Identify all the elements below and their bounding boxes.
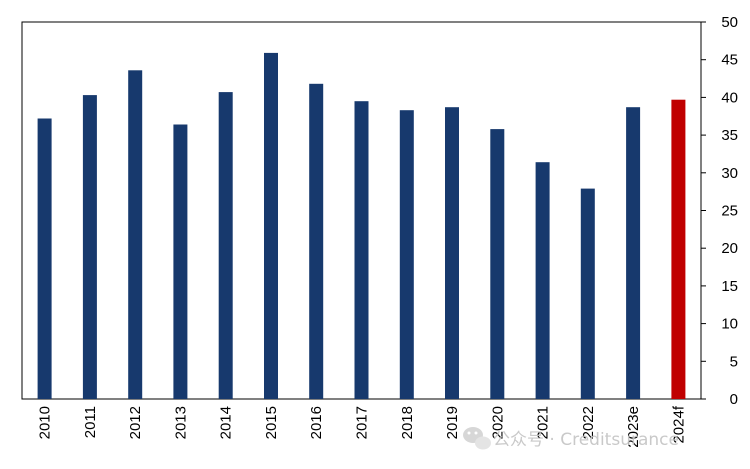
x-tick-label-2016: 2016 — [308, 406, 325, 439]
x-tick-label-2019: 2019 — [444, 406, 461, 439]
bar-2024f — [671, 99, 686, 399]
y-tick-label-15: 15 — [721, 278, 738, 295]
watermark: 公众号 · Creditsurance — [463, 427, 679, 450]
bar-2021 — [535, 162, 550, 399]
bar-2014 — [218, 92, 233, 399]
x-tick-label-2024f: 2024f — [670, 405, 687, 443]
bar-2022 — [580, 188, 595, 399]
x-tick-label-2012: 2012 — [127, 406, 144, 439]
x-tick-label-2014: 2014 — [218, 406, 235, 439]
bar-2012 — [128, 70, 143, 400]
y-tick-label-50: 50 — [721, 14, 738, 31]
x-tick-label-2023e: 2023e — [625, 406, 642, 448]
y-tick-label-5: 5 — [730, 353, 738, 370]
bar-2019 — [445, 107, 459, 399]
y-tick-label-45: 45 — [721, 52, 738, 69]
y-tick-label-25: 25 — [721, 203, 738, 220]
bars-group — [37, 52, 686, 400]
bar-2015 — [264, 52, 278, 400]
x-tick-label-2017: 2017 — [354, 406, 371, 439]
y-tick-label-30: 30 — [721, 165, 738, 182]
x-tick-label-2011: 2011 — [82, 406, 99, 438]
bar-2018 — [399, 110, 414, 399]
watermark-text: 公众号 · Creditsurance — [493, 430, 679, 450]
bar-2016 — [309, 83, 324, 400]
x-tick-label-2010: 2010 — [37, 406, 54, 439]
y-tick-label-40: 40 — [721, 89, 738, 106]
y-tick-label-35: 35 — [721, 127, 738, 144]
bar-2023e — [626, 107, 641, 399]
bar-2017 — [354, 101, 369, 399]
bar-2020 — [490, 129, 505, 399]
bar-2010 — [37, 118, 52, 399]
wechat-icon — [463, 427, 491, 450]
bar-2013 — [173, 124, 188, 399]
x-tick-label-2021: 2021 — [535, 406, 552, 439]
y-tick-label-20: 20 — [721, 240, 738, 257]
y-tick-label-0: 0 — [730, 391, 738, 408]
x-tick-label-2022: 2022 — [580, 406, 597, 439]
x-axis: 2010 2011 2012 2013 2014 2015 2016 2017 2018 2019… — [37, 405, 688, 448]
bar-2011 — [82, 95, 97, 399]
x-tick-label-2018: 2018 — [399, 406, 416, 439]
x-tick-label-2015: 2015 — [263, 406, 280, 439]
y-tick-label-10: 10 — [721, 316, 738, 333]
x-tick-label-2020: 2020 — [489, 406, 506, 439]
y-axis: 0 5 10 15 20 25 30 35 40 45 50 — [701, 14, 738, 408]
x-tick-label-2013: 2013 — [172, 406, 189, 439]
